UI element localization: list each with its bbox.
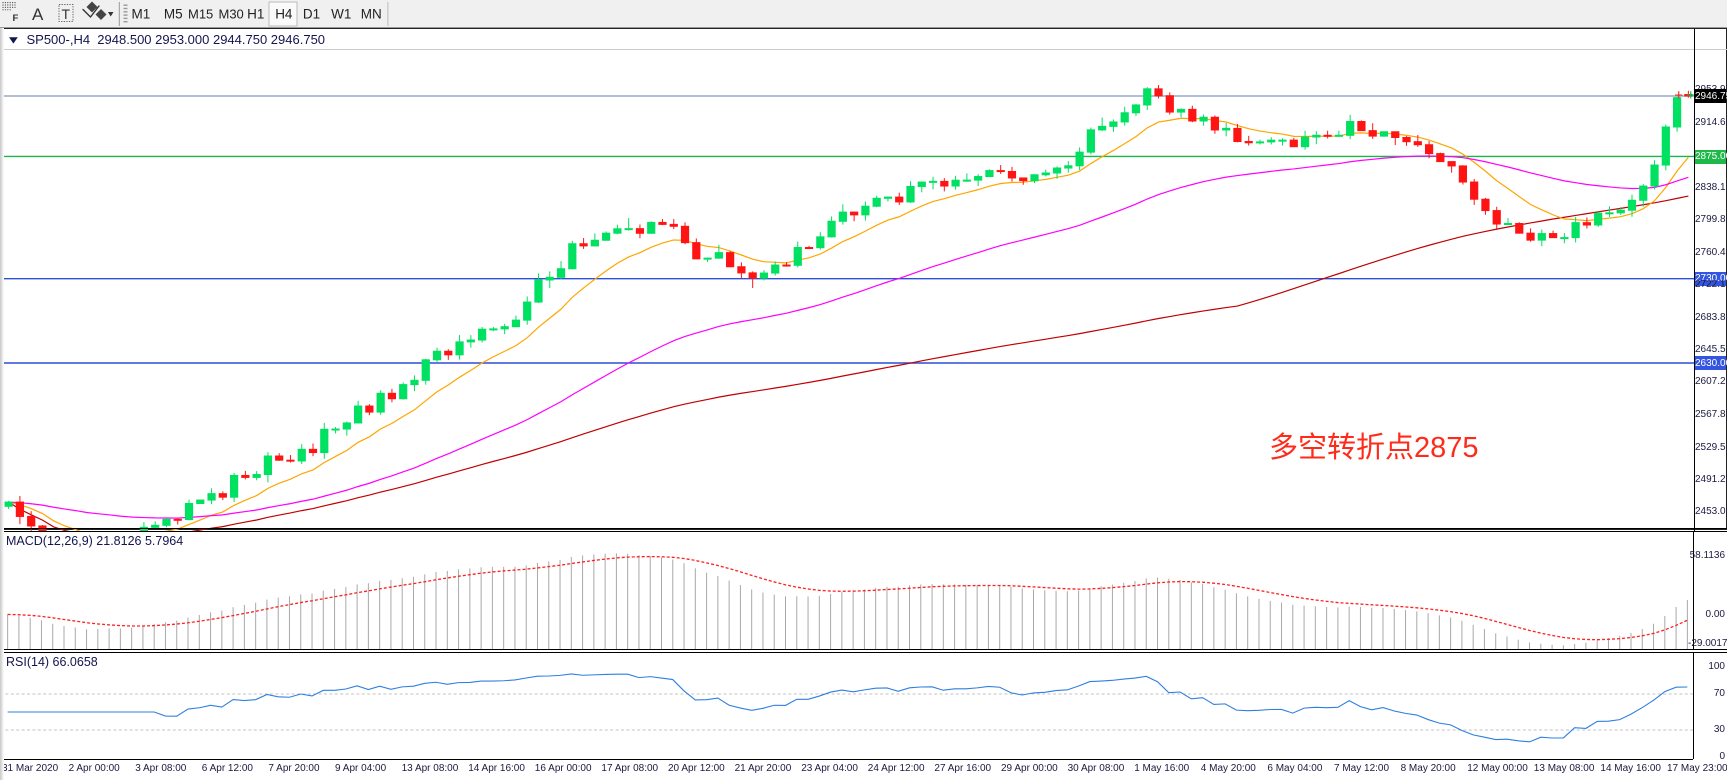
svg-text:M15: M15 [188,7,213,22]
svg-text:+: + [1674,87,1683,104]
svg-text:D1: D1 [303,7,320,22]
svg-text:H1: H1 [247,7,264,22]
svg-text:M5: M5 [164,7,183,22]
svg-text:F: F [13,13,19,24]
svg-text:MN: MN [361,7,382,22]
svg-text:H4: H4 [275,7,293,22]
svg-text:W1: W1 [331,7,351,22]
svg-text:M1: M1 [132,7,151,22]
svg-text:T: T [62,6,71,22]
svg-text:A: A [32,5,44,24]
svg-text:M30: M30 [219,7,244,22]
